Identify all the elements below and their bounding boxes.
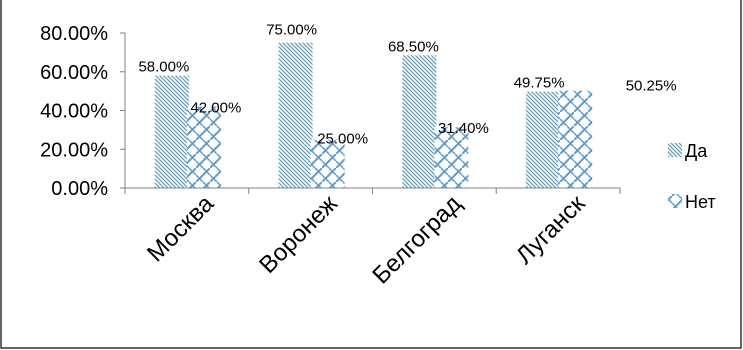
bar-da xyxy=(402,55,437,188)
data-label: 50.25% xyxy=(626,78,677,95)
bar-net xyxy=(186,106,221,188)
legend: Да Нет xyxy=(668,141,716,212)
bar-net xyxy=(310,139,345,188)
y-axis: 0.00% 20.00% 40.00% 60.00% 80.00% xyxy=(40,23,126,200)
bar-da xyxy=(526,91,561,188)
data-label: 42.00% xyxy=(190,100,241,117)
bar-net xyxy=(434,127,469,188)
data-label: 49.75% xyxy=(514,75,565,92)
bars-layer xyxy=(154,42,593,188)
legend-swatch-net xyxy=(668,194,682,208)
x-axis: Москва Воронеж Белгоград Луганск xyxy=(124,187,621,289)
legend-label-net: Нет xyxy=(685,192,716,212)
x-category-label: Воронеж xyxy=(254,190,343,279)
data-label: 25.00% xyxy=(317,131,368,148)
y-tick-label: 20.00% xyxy=(40,139,108,161)
y-tick-label: 40.00% xyxy=(40,101,108,123)
y-tick-label: 60.00% xyxy=(40,62,108,84)
legend-label-da: Да xyxy=(685,141,708,161)
data-labels-layer: 58.00% 42.00% 75.00% 25.00% 68.50% 31.40% 49.7… xyxy=(138,22,676,148)
bar-da xyxy=(154,75,189,188)
x-category-label: Москва xyxy=(142,190,219,267)
y-tick-label: 0.00% xyxy=(51,178,108,200)
data-label: 58.00% xyxy=(138,59,189,76)
y-tick-label: 80.00% xyxy=(40,23,108,45)
bar-net xyxy=(558,90,593,188)
data-label: 75.00% xyxy=(266,22,317,39)
legend-swatch-da xyxy=(668,143,682,157)
data-label: 31.40% xyxy=(438,120,489,137)
data-label: 68.50% xyxy=(388,38,439,55)
x-category-label: Луганск xyxy=(511,190,591,270)
bar-da xyxy=(278,42,313,188)
x-category-label: Белгоград xyxy=(367,190,466,289)
